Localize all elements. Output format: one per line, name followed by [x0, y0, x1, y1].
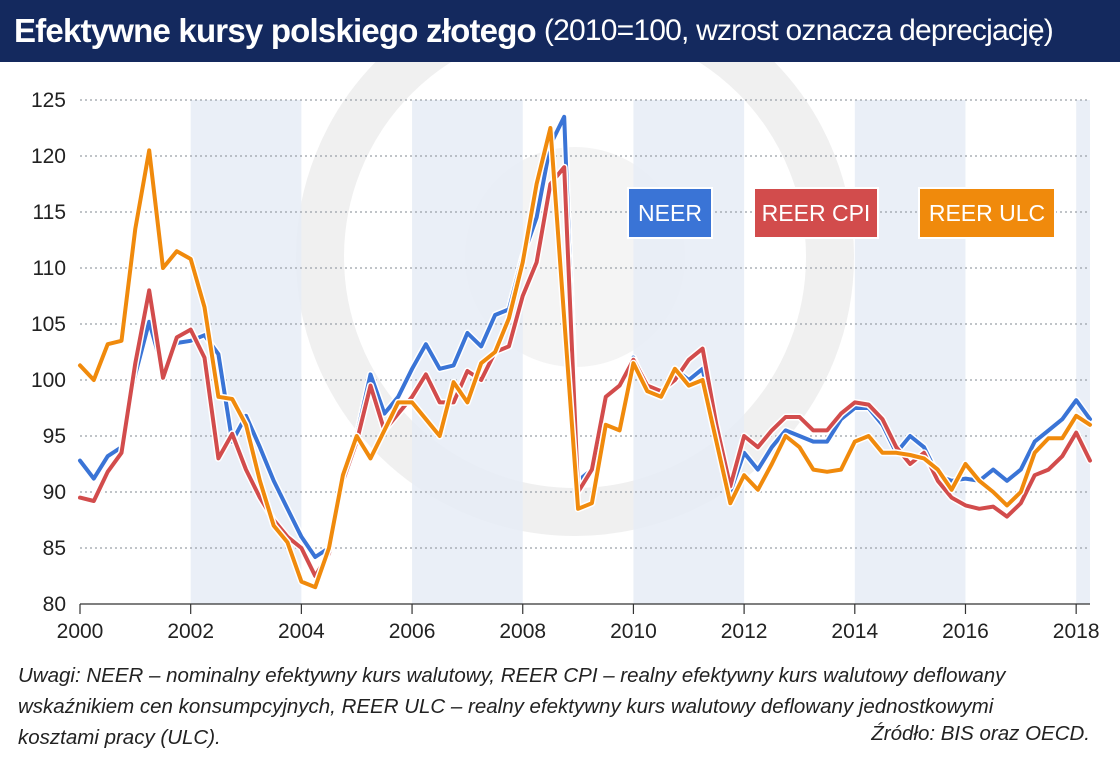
chart-subtitle: (2010=100, wzrost oznacza deprecjację) [543, 14, 1054, 47]
x-tick-label-2002: 2002 [167, 620, 214, 643]
legend-box-reer-ulc [918, 187, 1056, 239]
legend-label-reer-cpi: REER CPI [762, 200, 871, 226]
x-tick-label-2004: 2004 [278, 620, 325, 643]
y-tick-label-120: 120 [31, 145, 66, 168]
x-tick-label-2006: 2006 [389, 620, 436, 643]
y-tick-label-80: 80 [43, 593, 66, 616]
shade-band-3 [854, 100, 966, 604]
line-chart: 2000 2002 2004 2006 2008 2010 2012 2014 2016 2018… [31, 62, 1100, 643]
y-tick-label-125: 125 [31, 89, 66, 112]
x-tick-label-2012: 2012 [721, 620, 768, 643]
y-tick-label-100: 100 [31, 369, 66, 392]
notes-line-2: wskaźnikiem cen konsumpcyjnych, REER ULC… [18, 695, 994, 718]
notes-line-1: Uwagi: NEER – nominalny efektywny kurs w… [18, 664, 1006, 687]
y-tick-label-105: 105 [31, 313, 66, 336]
legend-label-neer: NEER [638, 200, 702, 226]
x-tick-label-2008: 2008 [499, 620, 546, 643]
y-tick-label-95: 95 [43, 425, 66, 448]
y-tick-label-110: 110 [33, 257, 66, 280]
x-tick-label-2016: 2016 [942, 620, 989, 643]
y-tick-label-85: 85 [43, 537, 66, 560]
x-tick-label-2000: 2000 [57, 620, 104, 643]
shade-band-4 [1076, 100, 1090, 604]
series-line-reer-ulc [78, 126, 1092, 590]
legend-box-neer [627, 187, 713, 239]
chart-title: Efektywne kursy polskiego złotego [14, 12, 537, 49]
chart-notes: Uwagi: NEER – nominalny efektywny kurs w… [18, 660, 1108, 753]
legend-box-reer-cpi [753, 187, 879, 239]
x-tick-label-2010: 2010 [610, 620, 657, 643]
legend-label-reer-ulc: REER ULC [929, 200, 1045, 226]
y-tick-label-90: 90 [43, 481, 66, 504]
chart-source: Źródło: BIS oraz OECD. [871, 722, 1090, 745]
y-tick-label-115: 115 [33, 201, 66, 224]
notes-line-3: kosztami pracy (ULC). [18, 726, 221, 749]
x-tick-label-2018: 2018 [1053, 620, 1100, 643]
shade-band-2 [633, 100, 745, 604]
chart-header: Efektywne kursy polskiego złotego (2010=… [0, 0, 1120, 62]
x-tick-label-2014: 2014 [831, 620, 878, 643]
